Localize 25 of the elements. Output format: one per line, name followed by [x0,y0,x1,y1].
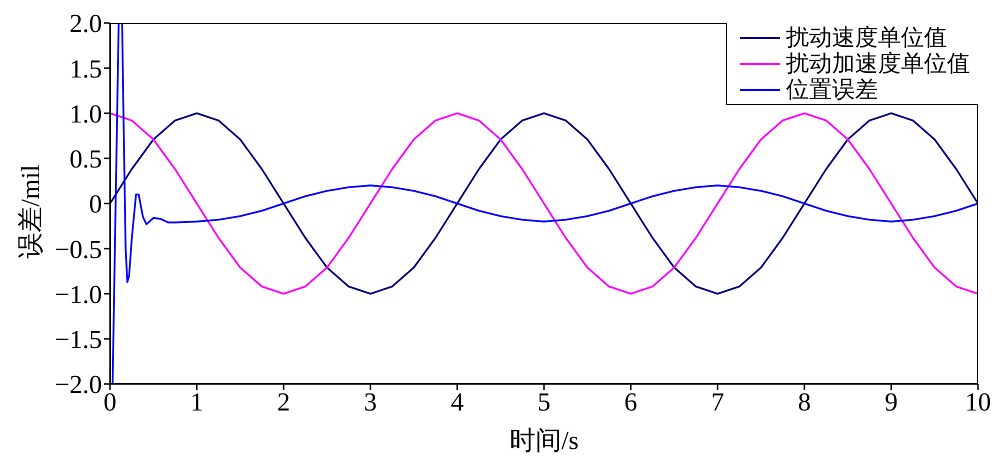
x-axis-title: 时间/s [509,426,579,455]
y-tick-label: −1.0 [54,280,102,309]
legend-label: 位置误差 [786,77,878,103]
y-axis-title: 误差/mil [16,164,46,258]
y-tick-label: 1.5 [70,54,102,84]
y-tick-label: −0.5 [54,234,102,264]
y-tick-label: 0 [89,190,102,219]
line-series [110,112,978,295]
x-tick-label: 3 [364,387,377,416]
x-tick-label: 8 [798,387,811,416]
y-tick-label: 2.0 [70,9,102,38]
x-tick-label: 2 [277,387,290,416]
y-tick-label: −2.0 [54,370,102,400]
legend-label: 扰动速度单位值 [786,25,947,51]
x-tick-label: 5 [538,387,550,416]
x-tick-label: 10 [965,387,991,416]
x-tick-label: 6 [624,387,638,416]
x-tick-label: 7 [711,387,724,416]
x-tick-label: 4 [450,387,464,416]
x-tick-label: 1 [190,387,204,416]
x-tick-label: 9 [884,387,898,416]
legend-label: 扰动加速度单位值 [786,51,970,77]
y-tick-label: −1.5 [54,325,102,354]
y-tick-label: 1.0 [70,99,102,128]
y-tick-label: 0.5 [70,144,102,174]
